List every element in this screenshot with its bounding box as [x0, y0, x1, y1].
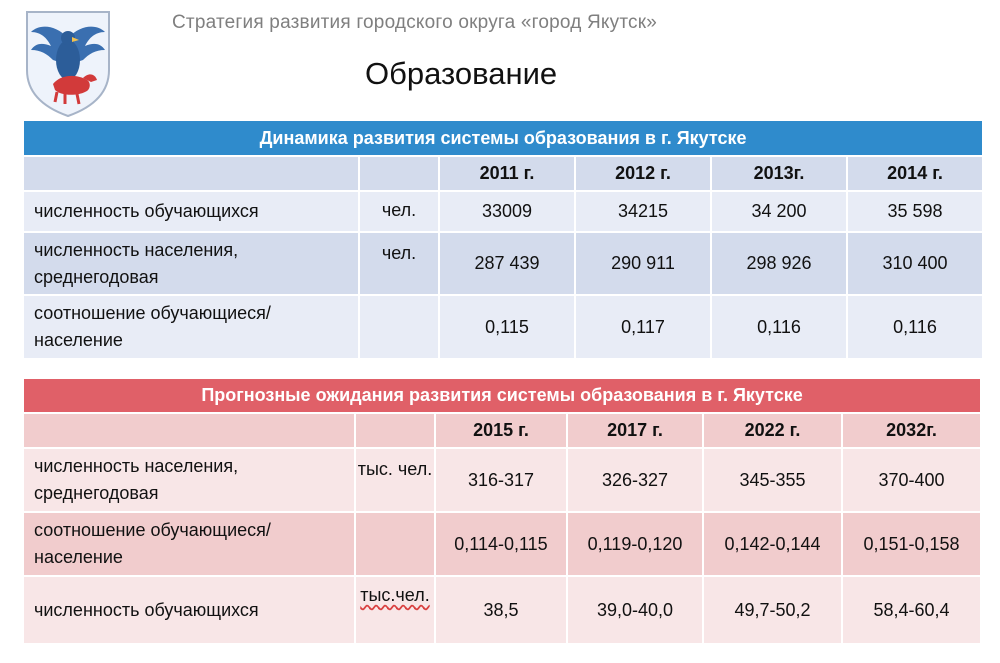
- row-label: численность обучающихся: [24, 192, 358, 231]
- cell-value: 0,119-0,120: [568, 513, 702, 575]
- forecast-table-title: Прогнозные ожидания развития системы обр…: [24, 379, 981, 412]
- row-unit: тыс. чел.: [356, 449, 434, 511]
- year-header: 2013г.: [712, 157, 846, 190]
- cell-value: 0,115: [440, 296, 574, 358]
- row-label: численность обучающихся: [24, 577, 354, 643]
- row-label: соотношение обучающиеся/население: [24, 513, 354, 575]
- strategy-subtitle: Стратегия развития городского округа «го…: [172, 12, 657, 33]
- cell-value: 326-327: [568, 449, 702, 511]
- table-row: соотношение обучающиеся/население 0,114-…: [24, 513, 981, 575]
- cell-value: 310 400: [848, 233, 983, 294]
- year-header: 2012 г.: [576, 157, 710, 190]
- cell-value: 0,116: [848, 296, 983, 358]
- row-label: численность населения, среднегодовая: [24, 449, 354, 511]
- cell-value: 34 200: [712, 192, 846, 231]
- education-dynamics-table: Динамика развития системы образования в …: [22, 119, 984, 360]
- year-header: 2014 г.: [848, 157, 983, 190]
- cell-value: 345-355: [704, 449, 841, 511]
- empty-header-cell: [360, 157, 438, 190]
- cell-value: 39,0-40,0: [568, 577, 702, 643]
- table-row: численность обучающихся тыс.чел. 38,5 39…: [24, 577, 981, 643]
- cell-value: 49,7-50,2: [704, 577, 841, 643]
- row-unit: чел.: [360, 192, 438, 231]
- row-unit: тыс.чел.: [356, 577, 434, 643]
- empty-header-cell: [24, 414, 354, 447]
- cell-value: 34215: [576, 192, 710, 231]
- cell-value: 33009: [440, 192, 574, 231]
- dynamics-table-title: Динамика развития системы образования в …: [24, 121, 983, 155]
- cell-value: 58,4-60,4: [843, 577, 981, 643]
- page-title: Образование: [365, 56, 558, 91]
- table-row: численность обучающихся чел. 33009 34215…: [24, 192, 983, 231]
- cell-value: 370-400: [843, 449, 981, 511]
- cell-value: 290 911: [576, 233, 710, 294]
- cell-value: 0,116: [712, 296, 846, 358]
- cell-value: 0,114-0,115: [436, 513, 566, 575]
- table-row: соотношение обучающиеся/население 0,115 …: [24, 296, 983, 358]
- year-header: 2017 г.: [568, 414, 702, 447]
- year-header: 2032г.: [843, 414, 981, 447]
- education-forecast-table: Прогнозные ожидания развития системы обр…: [22, 377, 982, 645]
- table-header-row: 2015 г. 2017 г. 2022 г. 2032г.: [24, 414, 981, 447]
- empty-header-cell: [356, 414, 434, 447]
- cell-value: 298 926: [712, 233, 846, 294]
- row-unit-text: тыс.чел.: [360, 585, 430, 605]
- year-header: 2022 г.: [704, 414, 841, 447]
- row-unit: [360, 296, 438, 358]
- cell-value: 0,151-0,158: [843, 513, 981, 575]
- row-unit: [356, 513, 434, 575]
- cell-value: 287 439: [440, 233, 574, 294]
- table-header-row: 2011 г. 2012 г. 2013г. 2014 г.: [24, 157, 983, 190]
- row-unit: чел.: [360, 233, 438, 294]
- table-row: численность населения, среднегодовая тыс…: [24, 449, 981, 511]
- row-label: соотношение обучающиеся/население: [24, 296, 358, 358]
- table-row: численность населения, среднегодовая чел…: [24, 233, 983, 294]
- row-label: численность населения, среднегодовая: [24, 233, 358, 294]
- cell-value: 35 598: [848, 192, 983, 231]
- year-header: 2015 г.: [436, 414, 566, 447]
- cell-value: 316-317: [436, 449, 566, 511]
- empty-header-cell: [24, 157, 358, 190]
- cell-value: 0,142-0,144: [704, 513, 841, 575]
- year-header: 2011 г.: [440, 157, 574, 190]
- cell-value: 38,5: [436, 577, 566, 643]
- yakutsk-coat-of-arms-icon: [25, 10, 111, 118]
- cell-value: 0,117: [576, 296, 710, 358]
